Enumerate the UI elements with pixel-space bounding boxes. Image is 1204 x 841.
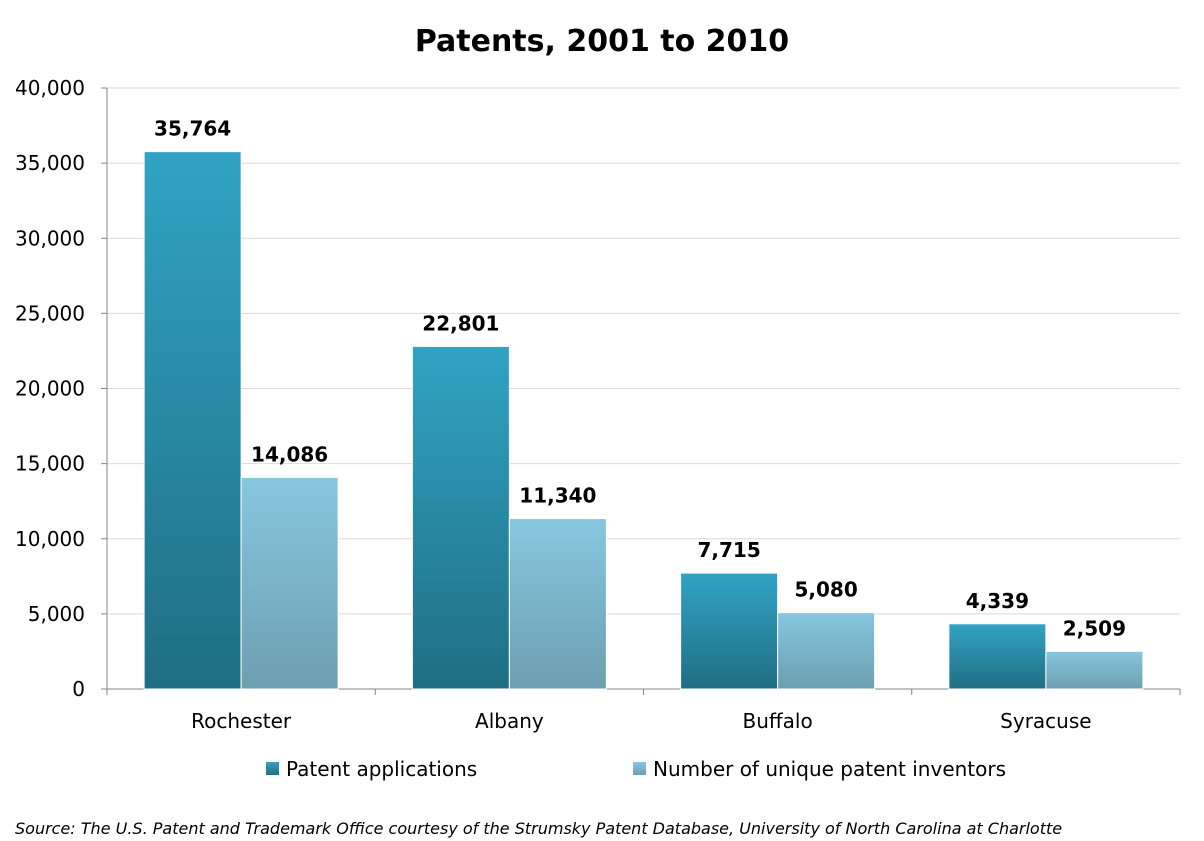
data-label: 5,080: [794, 578, 857, 602]
bar-unique-inventors: [778, 613, 875, 689]
source-note: Source: The U.S. Patent and Trademark Of…: [15, 819, 1062, 838]
bar-patent-applications: [144, 152, 241, 689]
data-label: 2,509: [1063, 616, 1126, 640]
x-category-label: Syracuse: [1000, 709, 1091, 733]
y-tick-label: 40,000: [15, 76, 85, 100]
bar-unique-inventors: [241, 477, 338, 689]
y-tick-label: 10,000: [15, 527, 85, 551]
legend-label: Number of unique patent inventors: [653, 757, 1006, 781]
y-tick-label: 5,000: [28, 602, 85, 626]
legend-swatch: [266, 762, 279, 775]
data-label: 22,801: [422, 311, 499, 335]
x-category-label: Buffalo: [743, 709, 813, 733]
x-category-label: Rochester: [191, 709, 292, 733]
bar-unique-inventors: [509, 519, 606, 689]
data-label: 11,340: [519, 484, 596, 508]
legend-swatch: [633, 762, 646, 775]
y-tick-label: 35,000: [15, 151, 85, 175]
y-tick-label: 20,000: [15, 377, 85, 401]
y-tick-label: 30,000: [15, 226, 85, 250]
legend: Patent applications Number of unique pate…: [266, 757, 1006, 781]
data-label: 35,764: [154, 117, 231, 141]
x-category-label: Albany: [475, 709, 544, 733]
bar-patent-applications: [681, 573, 778, 689]
legend-label: Patent applications: [286, 757, 477, 781]
bar-unique-inventors: [1046, 651, 1143, 689]
data-label: 4,339: [966, 589, 1029, 613]
y-tick-label: 25,000: [15, 301, 85, 325]
bar-patent-applications: [949, 624, 1046, 689]
data-label: 14,086: [251, 442, 328, 466]
chart-title: Patents, 2001 to 2010: [415, 24, 789, 59]
bar-patent-applications: [412, 346, 509, 689]
y-tick-label: 15,000: [15, 452, 85, 476]
y-tick-label: 0: [72, 677, 85, 701]
data-label: 7,715: [697, 538, 760, 562]
